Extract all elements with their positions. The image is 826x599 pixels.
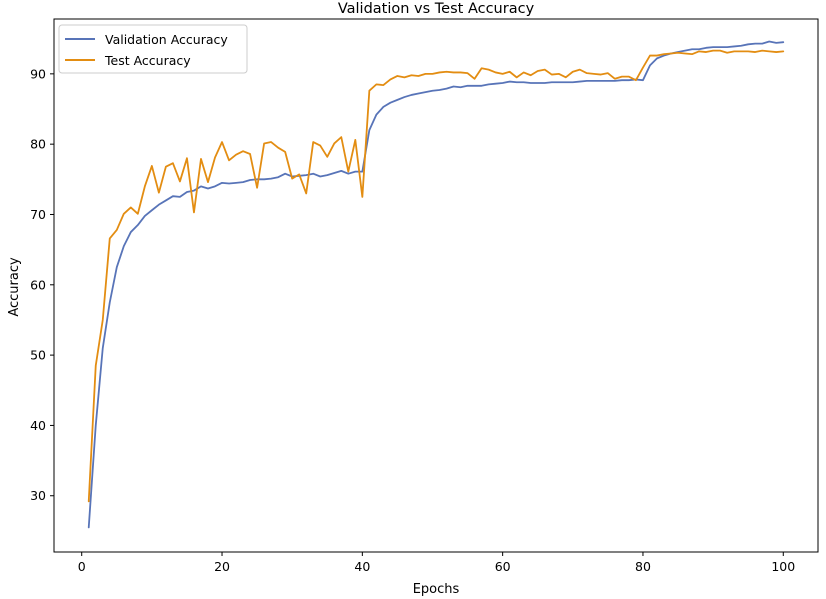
legend: Validation Accuracy Test Accuracy [58,24,248,74]
y-tick-label: 90 [30,66,46,81]
y-tick-label: 60 [30,277,46,292]
y-tick-label: 40 [30,418,46,433]
y-tick-label: 50 [30,348,46,363]
x-tick-label: 0 [78,559,86,574]
x-tick-label: 40 [354,559,370,574]
x-axis-ticks: 0 20 40 60 80 100 [78,552,795,574]
x-tick-label: 60 [495,559,511,574]
x-axis-label: Epochs [413,582,460,597]
legend-label-test: Test Accuracy [104,53,191,68]
test-accuracy-line [87,49,785,503]
y-axis-ticks: 30 40 50 60 70 80 90 [30,66,54,503]
x-tick-label: 20 [214,559,230,574]
y-tick-label: 30 [30,488,46,503]
x-tick-label: 100 [771,559,795,574]
validation-accuracy-line [87,40,785,529]
series-lines [87,40,785,529]
legend-label-validation: Validation Accuracy [105,32,228,47]
y-tick-label: 80 [30,137,46,152]
x-tick-label: 80 [635,559,651,574]
y-axis-label: Accuracy [7,257,22,317]
y-tick-label: 70 [30,207,46,222]
legend-box [58,24,248,74]
chart-title: Validation vs Test Accuracy [338,1,535,17]
plot-area-frame [53,18,819,553]
